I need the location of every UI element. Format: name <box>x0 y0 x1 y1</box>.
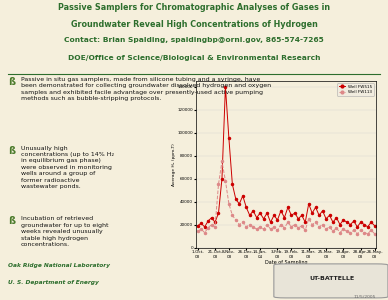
X-axis label: Date of Sampling: Date of Sampling <box>265 260 307 265</box>
Text: 11/5/2005: 11/5/2005 <box>354 295 376 298</box>
Text: U. S. Department of Energy: U. S. Department of Energy <box>8 280 99 285</box>
Text: Incubation of retrieved
groundwater for up to eight
weeks revealed unusually
sta: Incubation of retrieved groundwater for … <box>21 216 109 247</box>
Text: Passive Samplers for Chromatographic Analyses of Gases in: Passive Samplers for Chromatographic Ana… <box>58 3 330 12</box>
Text: Groundwater Reveal High Concentrations of Hydrogen: Groundwater Reveal High Concentrations o… <box>71 20 317 29</box>
Text: Passive in situ gas samplers, made from silicone tubing and a syringe, have
been: Passive in situ gas samplers, made from … <box>21 77 271 101</box>
Text: ß: ß <box>8 146 15 156</box>
Text: Unusually high
concentrations (up to 14% H₂
in equilibrium gas phase)
were obser: Unusually high concentrations (up to 14%… <box>21 146 114 189</box>
Text: UT-BATTELLE: UT-BATTELLE <box>309 276 354 281</box>
Text: Oak Ridge National Laboratory: Oak Ridge National Laboratory <box>8 263 110 268</box>
Legend: Well FW515, Well FW113: Well FW515, Well FW113 <box>337 83 374 96</box>
Y-axis label: Average H₂ (ppm-T): Average H₂ (ppm-T) <box>172 143 176 186</box>
Text: DOE/Office of Science/Biological & Environmental Research: DOE/Office of Science/Biological & Envir… <box>68 55 320 61</box>
FancyBboxPatch shape <box>274 264 388 298</box>
Text: ß: ß <box>8 77 15 87</box>
Text: ß: ß <box>8 216 15 226</box>
Text: Contact: Brian Spalding, spaldingbp@ornl.gov, 865-574-7265: Contact: Brian Spalding, spaldingbp@ornl… <box>64 38 324 44</box>
